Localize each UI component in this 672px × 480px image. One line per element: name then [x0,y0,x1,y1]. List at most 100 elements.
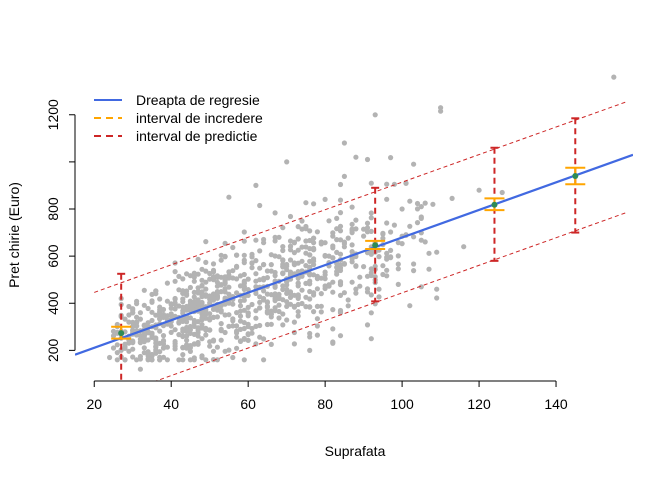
scatter-point [187,323,193,330]
scatter-point [168,329,174,335]
scatter-point [195,329,201,336]
scatter-point [160,333,167,339]
scatter-point [230,244,236,251]
scatter-point [361,264,367,270]
scatter-point [384,181,390,187]
scatter-point [368,215,374,221]
scatter-point [322,276,328,282]
scatter-point [284,159,290,165]
scatter-point [249,260,255,266]
scatter-point [249,330,255,336]
scatter-point [318,291,324,297]
scatter-point [411,161,417,167]
scatter-point [407,198,413,204]
scatter-point [222,348,228,354]
scatter-point [318,303,324,309]
scatter-point [299,226,305,232]
scatter-point [330,233,336,239]
scatter-point [157,328,163,334]
fitted-point [372,242,379,249]
scatter-point [418,204,424,210]
scatter-point [395,253,401,259]
scatter-point [176,287,182,293]
scatter-point [303,263,309,269]
scatter-point [303,226,309,232]
scatter-point [222,329,228,336]
scatter-point [237,273,244,279]
scatter-point [130,346,136,352]
scatter-point [137,356,143,362]
scatter-point [287,238,294,244]
legend: Dreapta de regresie interval de incredere… [94,92,263,144]
scatter-point [210,261,217,267]
scatter-point [222,276,228,282]
scatter-point [234,310,240,316]
scatter-point [184,307,190,313]
scatter-point [110,345,117,351]
scatter-point [137,336,143,342]
scatter-point [353,226,359,232]
scatter-point [130,327,136,333]
scatter-point [322,240,328,246]
scatter-point [395,266,401,272]
scatter-point [280,283,286,289]
scatter-point [176,357,182,363]
scatter-point [384,267,390,273]
scatter-point [160,338,167,344]
fitted-point [572,173,579,180]
scatter-point [368,251,374,257]
scatter-point [345,297,351,303]
scatter-point [234,323,240,329]
scatter-point [403,180,409,186]
scatter-point [399,206,405,212]
scatter-point [226,291,232,297]
scatter-point [353,263,359,269]
scatter-point [311,235,317,241]
scatter-point [199,336,205,342]
scatter-point [276,254,282,260]
scatter-point [222,312,228,318]
scatter-point [299,287,305,293]
scatter-point [295,236,301,242]
scatter-point [184,291,190,297]
scatter-point [257,294,263,300]
scatter-point [199,282,205,289]
scatter-point [160,354,167,360]
scatter-point [130,354,136,360]
scatter-point [284,299,290,305]
scatter-point [299,300,305,307]
scatter-point [107,354,113,361]
scatter-point [114,321,120,328]
scatter-point [268,268,274,274]
scatter-point [311,262,317,268]
scatter-point [388,254,394,260]
x-tick-label: 20 [86,396,102,412]
scatter-point [218,321,224,327]
scatter-point [249,301,255,308]
scatter-point [291,292,297,298]
scatter-point [418,284,424,290]
scatter-point [245,304,251,310]
scatter-point [253,182,259,188]
scatter-point [353,154,359,160]
scatter-point [241,283,247,289]
regression-line-group [75,153,633,356]
scatter-point [218,252,224,258]
y-axis-label: Pret chirie (Euro) [6,182,22,288]
scatter-point [395,261,401,267]
scatter-point [307,347,313,353]
scatter-point [287,243,294,249]
scatter-point [257,322,263,329]
scatter-point [168,305,174,311]
scatter-point [337,228,344,234]
scatter-point [364,289,371,295]
scatter-point [299,258,305,264]
scatter-point [172,278,178,284]
scatter-point [318,309,324,315]
scatter-point [291,304,297,310]
scatter-point [268,321,274,327]
scatter-point [257,277,263,283]
scatter-point [322,285,328,292]
scatter-point [261,262,267,268]
scatter-point [330,307,336,313]
